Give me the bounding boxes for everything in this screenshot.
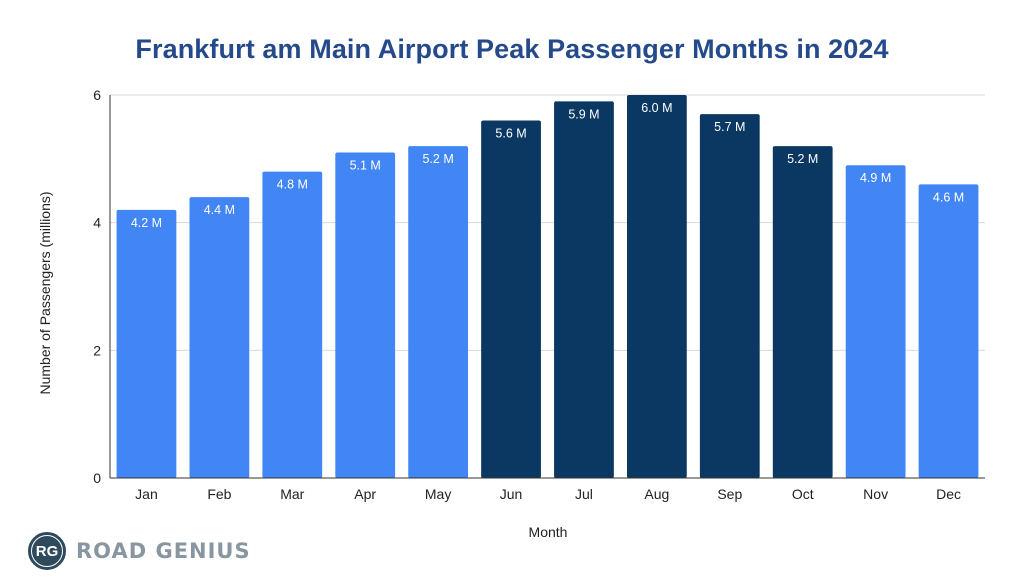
data-label: 5.2 M: [787, 152, 818, 166]
data-labels: 4.2 M 4.4 M 4.8 M 5.1 M 5.2 M 5.6 M 5.9 M 6.0 M…: [131, 101, 964, 230]
data-label: 5.9 M: [568, 107, 599, 121]
logo-initials: RG: [31, 535, 63, 567]
y-tick-label: 6: [93, 87, 101, 103]
x-tick-label: Jul: [575, 486, 593, 502]
x-tick-label: Apr: [354, 486, 376, 502]
bar-apr: [335, 152, 396, 478]
bar-jun: [481, 120, 541, 479]
x-tick-label: Nov: [863, 486, 888, 502]
gridlines: [110, 94, 985, 351]
data-label: 4.6 M: [933, 190, 964, 204]
x-tick-label: Oct: [792, 486, 814, 502]
x-tick-label: Sep: [717, 486, 742, 502]
data-label: 4.2 M: [131, 216, 162, 230]
bar-dec: [918, 184, 979, 478]
bars: [116, 95, 979, 479]
x-tick-label: Feb: [207, 486, 231, 502]
x-axis-title: Month: [529, 524, 568, 540]
x-tick-label: Mar: [280, 486, 304, 502]
data-label: 5.1 M: [350, 158, 381, 172]
x-axis-ticks: Jan Feb Mar Apr May Jun Jul Aug Sep Oct Nov Dec: [135, 486, 961, 502]
bar-feb: [189, 197, 250, 478]
y-tick-label: 4: [93, 215, 101, 231]
y-axis-ticks: 0 2 4 6: [93, 87, 101, 486]
logo-text: ROAD GENIUS: [76, 539, 251, 563]
data-label: 5.2 M: [422, 152, 453, 166]
y-tick-label: 2: [93, 342, 101, 358]
x-tick-label: May: [425, 486, 451, 502]
logo-badge-icon: RG: [28, 532, 66, 570]
bar-nov: [845, 165, 906, 478]
x-tick-label: Dec: [936, 486, 961, 502]
chart-title: Frankfurt am Main Airport Peak Passenger…: [135, 34, 889, 64]
data-label: 6.0 M: [641, 101, 672, 115]
bar-jan: [116, 209, 177, 478]
bar-jul: [554, 101, 614, 478]
x-tick-label: Jun: [500, 486, 523, 502]
bar-mar: [262, 171, 323, 478]
y-tick-label: 0: [93, 470, 101, 486]
data-label: 4.8 M: [277, 178, 308, 192]
y-axis-title: Number of Passengers (millions): [37, 191, 53, 394]
road-genius-logo: RG ROAD GENIUS: [28, 531, 251, 571]
x-tick-label: Aug: [644, 486, 669, 502]
bar-aug: [626, 95, 687, 478]
bar-may: [408, 146, 469, 479]
data-label: 5.6 M: [495, 127, 526, 141]
bar-sep: [699, 114, 760, 479]
data-label: 5.7 M: [714, 120, 745, 134]
data-label: 4.4 M: [204, 203, 235, 217]
bar-oct: [772, 146, 833, 479]
x-tick-label: Jan: [135, 486, 158, 502]
data-label: 4.9 M: [860, 171, 891, 185]
